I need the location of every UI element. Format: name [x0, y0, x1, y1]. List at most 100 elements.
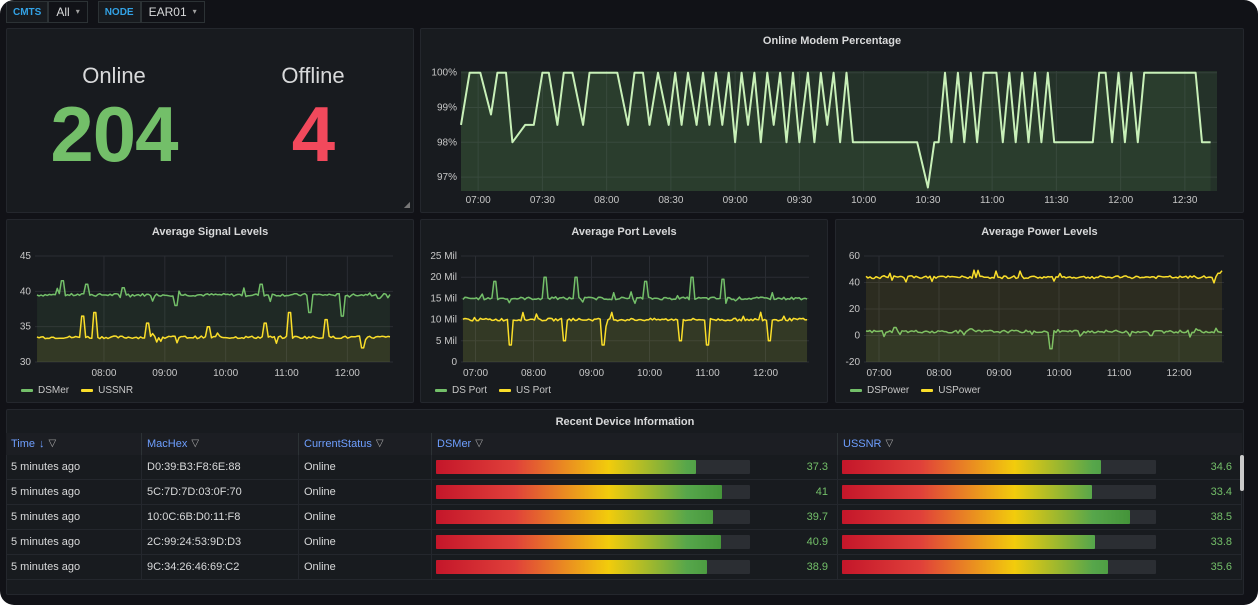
y-tick-label: 35: [20, 322, 32, 333]
legend-label: USSNR: [98, 385, 134, 396]
series-area-dspower: [866, 327, 1222, 362]
column-label: MacHex: [147, 438, 188, 450]
ussnr-gauge-fill: [842, 535, 1095, 549]
x-tick-label: 08:30: [658, 195, 683, 206]
table-row[interactable]: 5 minutes ago D0:39:B3:F8:6E:88 Online 37.3…: [6, 455, 1242, 480]
filter-icon[interactable]: ▽: [48, 438, 57, 449]
cmts-value: All: [56, 5, 70, 19]
cell-machex: 2C:99:24:53:9D:D3: [142, 530, 299, 555]
dsmer-gauge-fill: [436, 535, 722, 549]
filter-icon[interactable]: ▽: [885, 438, 894, 449]
x-tick-label: 12:00: [1108, 195, 1133, 206]
legend-item-dsmer[interactable]: DSMer: [21, 385, 69, 396]
series-line-ds-port: [462, 276, 808, 305]
online-offline-panel: Online 204 Offline 4 ◢: [6, 28, 414, 213]
column-header-machex[interactable]: MacHex ▽: [142, 433, 299, 455]
cell-machex: 10:0C:6B:D0:11:F8: [142, 505, 299, 530]
dsmer-value: 37.3: [806, 461, 828, 473]
average-port-levels-panel: Average Port Levels 25 Mil 20 Mil 15 Mil 10…: [420, 219, 828, 403]
y-tick-label: 40: [849, 278, 861, 289]
node-select[interactable]: EAR01 ▾: [140, 1, 205, 23]
online-count: 204: [50, 90, 178, 178]
table-row[interactable]: 5 minutes ago 10:0C:6B:D0:11:F8 Online 39.7…: [6, 505, 1242, 530]
y-tick-label: 0: [451, 357, 457, 368]
cell-dsmer: 41: [432, 480, 838, 505]
online-modem-percentage-chart: 100% 99% 98% 97% 07:00 07:30 08:00 08:30 09:00 09…: [431, 68, 1217, 206]
cell-dsmer: 38.9: [432, 555, 838, 580]
y-tick-label: 98%: [437, 137, 457, 148]
ussnr-value: 33.8: [1210, 536, 1232, 548]
dsmer-value: 41: [815, 486, 828, 498]
resize-handle-icon[interactable]: ◢: [403, 200, 410, 209]
offline-label: Offline: [281, 63, 345, 88]
filter-icon[interactable]: ▽: [375, 438, 384, 449]
average-power-levels-chart: 60 40 20 0 -20 07:00 08:00 09:00 10:00 11:00 12:00: [846, 251, 1224, 379]
x-tick-label: 12:00: [335, 368, 360, 379]
y-tick-label: 25 Mil: [430, 251, 457, 262]
cell-time: 5 minutes ago: [6, 480, 142, 505]
column-header-ussnr[interactable]: USSNR ▽: [838, 433, 1242, 455]
x-tick-label: 09:00: [579, 368, 604, 379]
x-tick-label: 08:00: [521, 368, 546, 379]
ussnr-gauge: [842, 485, 1156, 499]
cell-status: Online: [299, 555, 432, 580]
ussnr-value: 33.4: [1210, 486, 1232, 498]
cell-machex: D0:39:B3:F8:6E:88: [142, 455, 299, 480]
y-tick-label: 45: [20, 251, 32, 262]
dsmer-value: 40.9: [806, 536, 828, 548]
ussnr-value: 34.6: [1210, 461, 1232, 473]
legend-item-dspower[interactable]: DSPower: [850, 385, 909, 396]
series-line-ussnr: [36, 311, 391, 349]
cmts-select[interactable]: All ▾: [48, 1, 88, 23]
table-scrollbar[interactable]: [1240, 455, 1244, 491]
ussnr-gauge-fill: [842, 485, 1092, 499]
y-tick-label: -20: [846, 357, 861, 368]
average-power-levels-panel: Average Power Levels 60 40 20 0 -20 07:00 08:0…: [835, 219, 1244, 403]
cell-ussnr: 38.5: [838, 505, 1242, 530]
table-row[interactable]: 5 minutes ago 5C:7D:7D:03:0F:70 Online 41 33…: [6, 480, 1242, 505]
legend-item-us-port[interactable]: US Port: [499, 385, 551, 396]
column-header-time[interactable]: Time ↓ ▽: [6, 433, 142, 455]
cell-machex: 9C:34:26:46:69:C2: [142, 555, 299, 580]
series-area-us-port: [462, 312, 808, 362]
series-area: [461, 72, 1211, 191]
y-tick-label: 99%: [437, 103, 457, 114]
cell-ussnr: 35.6: [838, 555, 1242, 580]
y-tick-label: 0: [854, 331, 860, 342]
x-tick-label: 10:00: [851, 195, 876, 206]
cell-ussnr: 33.4: [838, 480, 1242, 505]
legend-item-uspower[interactable]: USPower: [921, 385, 981, 396]
x-tick-label: 08:00: [594, 195, 619, 206]
filter-icon[interactable]: ▽: [475, 438, 483, 449]
chart-legend: DS Port US Port: [435, 385, 551, 396]
cell-ussnr: 34.6: [838, 455, 1242, 480]
chart-legend: DSMer USSNR: [21, 385, 133, 396]
filter-icon[interactable]: ▽: [191, 438, 200, 449]
cell-status: Online: [299, 505, 432, 530]
average-signal-levels-panel: Average Signal Levels 45 40 35 30 08:00 09:00…: [6, 219, 414, 403]
node-label: NODE: [97, 1, 141, 23]
legend-item-ds-port[interactable]: DS Port: [435, 385, 487, 396]
table-row[interactable]: 5 minutes ago 9C:34:26:46:69:C2 Online 38.9…: [6, 555, 1242, 580]
column-label: USSNR: [843, 438, 882, 450]
x-tick-label: 07:30: [530, 195, 555, 206]
table-row[interactable]: 5 minutes ago 2C:99:24:53:9D:D3 Online 40.9…: [6, 530, 1242, 555]
series-line-us-port: [462, 311, 808, 346]
y-tick-label: 30: [20, 357, 32, 368]
node-value: EAR01: [148, 5, 187, 19]
legend-item-ussnr[interactable]: USSNR: [81, 385, 133, 396]
x-tick-label: 12:00: [753, 368, 778, 379]
ussnr-value: 35.6: [1210, 561, 1232, 573]
chevron-down-icon: ▾: [75, 7, 80, 16]
x-tick-label: 07:00: [866, 368, 891, 379]
dsmer-value: 38.9: [806, 561, 828, 573]
column-header-currentstatus[interactable]: CurrentStatus ▽: [299, 433, 432, 455]
panel-title: Recent Device Information: [555, 416, 695, 428]
x-tick-label: 12:30: [1172, 195, 1197, 206]
dsmer-gauge-fill: [436, 460, 697, 474]
series-line-dsmer: [36, 279, 391, 317]
series-area-dsmer: [37, 280, 390, 362]
y-tick-label: 5 Mil: [436, 336, 457, 347]
column-header-dsmer[interactable]: DSMer ▽: [432, 433, 838, 455]
